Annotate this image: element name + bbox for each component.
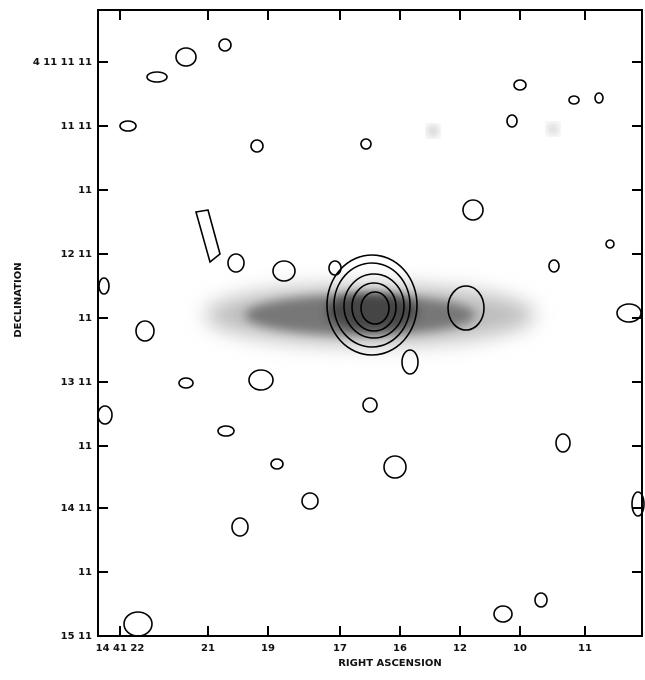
x-tick-label: 12 (453, 643, 467, 654)
y-tick-label: 11 (78, 441, 92, 452)
y-axis-label: DECLINATION (13, 262, 24, 337)
y-tick-label: 11 11 (61, 121, 92, 132)
y-tick-label: 14 11 (61, 503, 92, 514)
x-axis-label: RIGHT ASCENSION (338, 658, 442, 669)
ticks: 14 41 22 21 19 17 16 12 10 11 4 11 11 11 11 11 11 1… (33, 10, 642, 654)
y-tick-label: 13 11 (61, 377, 92, 388)
x-tick-label: 17 (333, 643, 347, 654)
x-tick-label: 19 (261, 643, 275, 654)
contours (97, 38, 645, 637)
x-tick-label: 14 41 22 (96, 643, 145, 654)
y-tick-label: 11 (78, 313, 92, 324)
y-tick-label: 15 11 (61, 631, 92, 642)
x-tick-label: 16 (393, 643, 407, 654)
x-tick-label: 10 (513, 643, 527, 654)
y-tick-label: 12 11 (61, 249, 92, 260)
y-tick-label: 11 (78, 567, 92, 578)
y-tick-label: 4 11 11 11 (33, 57, 92, 68)
x-tick-label: 21 (201, 643, 215, 654)
galaxy-image (205, 125, 557, 345)
y-tick-label: 11 (78, 185, 92, 196)
x-tick-label: 11 (578, 643, 592, 654)
